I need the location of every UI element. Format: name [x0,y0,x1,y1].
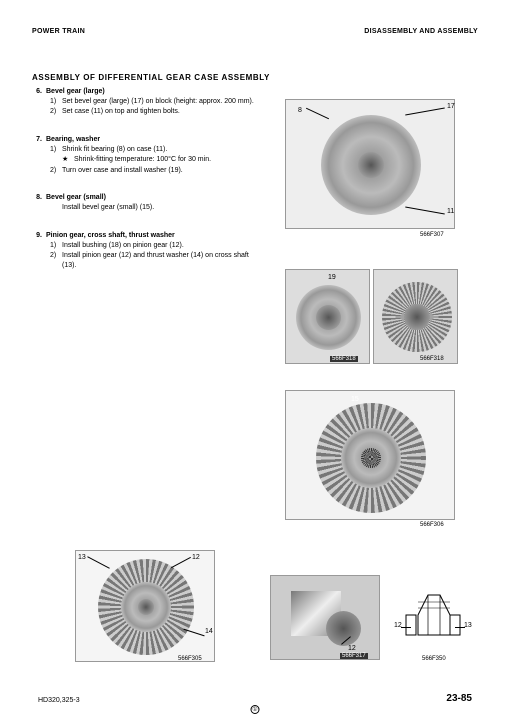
figure-caption: 566F305 [178,656,202,662]
step-title: Pinion gear, cross shaft, thrust washer [46,232,262,239]
instructions-column: 6. Bevel gear (large) 1)Set bevel gear (… [32,88,262,271]
figure-566F318-left [285,269,370,364]
sub-num: 1) [50,97,62,106]
sub-text: Install bevel gear (small) (15). [62,203,262,212]
callout-13: 13 [78,554,86,561]
step-9: 9. Pinion gear, cross shaft, thrust wash… [32,232,262,271]
figure-caption: 566F350 [422,656,446,662]
step-title: Bevel gear (large) [46,88,262,95]
callout-13: 13 [464,622,472,629]
footer-mark: ① [251,705,260,714]
callout-19: 19 [328,274,336,281]
sub-text: Install pinion gear (12) and thrust wash… [62,251,262,270]
sub-text: Shrink-fitting temperature: 100°C for 30… [74,155,262,164]
sub-num: 2) [50,251,62,270]
sub-num: 1) [50,145,62,154]
figure-566F305 [75,550,215,662]
page-header: POWER TRAIN DISASSEMBLY AND ASSEMBLY [32,28,478,35]
figure-566F306 [285,390,455,520]
sub-text: Set bevel gear (large) (17) on block (he… [62,97,262,106]
figure-566F317 [270,575,380,660]
callout-15: 15 [351,396,359,403]
sub-num: 1) [50,241,62,250]
step-8: 8. Bevel gear (small) Install bevel gear… [32,194,262,213]
sub-num [50,203,62,212]
figure-566F318-right [373,269,458,364]
step-6: 6. Bevel gear (large) 1)Set bevel gear (… [32,88,262,118]
figure-caption: 566F317 [340,653,368,659]
callout-11: 11 [447,208,454,215]
callout-17: 17 [447,103,455,110]
sub-num: 2) [50,107,62,116]
figure-566F307 [285,99,455,229]
page-number: 23-85 [446,693,472,704]
footer-model: HD320,325-3 [38,697,80,704]
sub-text: Shrink fit bearing (8) on case (11). [62,145,262,154]
section-title: ASSEMBLY OF DIFFERENTIAL GEAR CASE ASSEM… [32,73,478,82]
step-number: 7. [32,136,46,176]
figure-caption: 566F318 [420,356,444,362]
callout-8: 8 [298,107,302,114]
callout-14: 14 [205,628,213,635]
sub-text: Set case (11) on top and tighten bolts. [62,107,262,116]
sub-num: ★ [62,155,74,164]
callout-12: 12 [192,554,200,561]
sub-text: Install bushing (18) on pinion gear (12)… [62,241,262,250]
sub-text: Turn over case and install washer (19). [62,166,262,175]
figure-caption: 566F318 [330,356,358,362]
figure-caption: 566F306 [420,522,444,528]
step-number: 8. [32,194,46,213]
header-left: POWER TRAIN [32,28,85,35]
step-number: 6. [32,88,46,118]
step-title: Bearing, washer [46,136,262,143]
header-right: DISASSEMBLY AND ASSEMBLY [364,28,478,35]
step-title: Bevel gear (small) [46,194,262,201]
figure-566F350 [398,590,468,650]
step-7: 7. Bearing, washer 1)Shrink fit bearing … [32,136,262,176]
step-number: 9. [32,232,46,271]
figure-caption: 566F307 [420,232,444,238]
callout-12: 12 [348,645,356,652]
sub-num: 2) [50,166,62,175]
